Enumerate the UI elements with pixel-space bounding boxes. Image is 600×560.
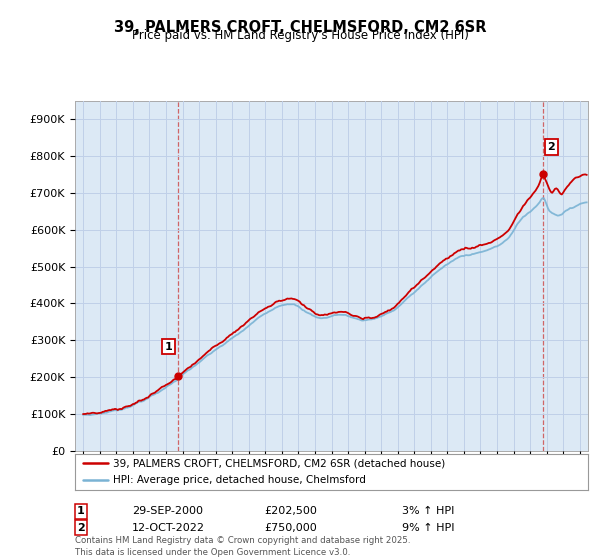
Text: HPI: Average price, detached house, Chelmsford: HPI: Average price, detached house, Chel… xyxy=(113,475,367,485)
Text: Price paid vs. HM Land Registry's House Price Index (HPI): Price paid vs. HM Land Registry's House … xyxy=(131,29,469,42)
Text: 2: 2 xyxy=(77,522,85,533)
Text: £202,500: £202,500 xyxy=(264,506,317,516)
Text: 29-SEP-2000: 29-SEP-2000 xyxy=(132,506,203,516)
Text: 39, PALMERS CROFT, CHELMSFORD, CM2 6SR: 39, PALMERS CROFT, CHELMSFORD, CM2 6SR xyxy=(114,20,486,35)
Text: 1: 1 xyxy=(77,506,85,516)
Text: 2: 2 xyxy=(548,142,556,152)
Text: Contains HM Land Registry data © Crown copyright and database right 2025.
This d: Contains HM Land Registry data © Crown c… xyxy=(75,536,410,557)
Text: 1: 1 xyxy=(164,342,172,352)
Text: 3% ↑ HPI: 3% ↑ HPI xyxy=(402,506,454,516)
Text: 9% ↑ HPI: 9% ↑ HPI xyxy=(402,522,455,533)
Text: 39, PALMERS CROFT, CHELMSFORD, CM2 6SR (detached house): 39, PALMERS CROFT, CHELMSFORD, CM2 6SR (… xyxy=(113,459,446,468)
Text: 12-OCT-2022: 12-OCT-2022 xyxy=(132,522,205,533)
Text: £750,000: £750,000 xyxy=(264,522,317,533)
